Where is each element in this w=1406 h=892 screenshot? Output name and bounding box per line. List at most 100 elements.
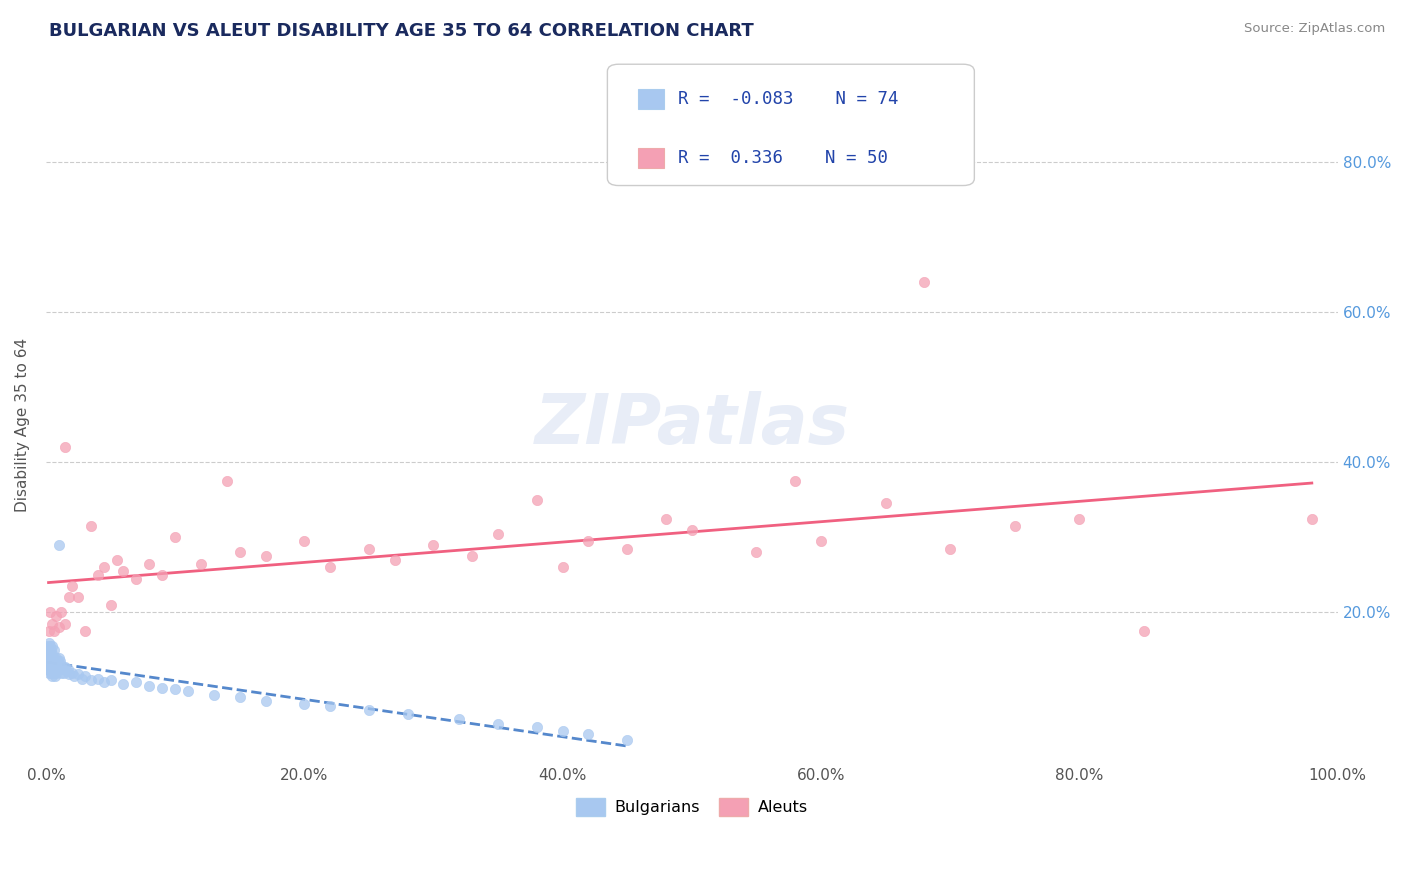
Point: [39, 643, 62, 657]
Point: [93, 560, 115, 574]
Point: [616, 541, 638, 556]
Point: [41, 654, 63, 668]
Point: [63, 669, 86, 683]
Point: [67, 667, 90, 681]
Point: [42, 665, 65, 680]
Point: [45, 650, 67, 665]
Point: [55, 664, 77, 678]
Point: [48, 620, 70, 634]
Point: [254, 549, 277, 563]
Point: [810, 534, 832, 549]
Text: R =  -0.083    N = 74: R = -0.083 N = 74: [678, 90, 898, 108]
Point: [58, 667, 80, 681]
Point: [319, 699, 342, 714]
Point: [112, 677, 135, 691]
Y-axis label: Disability Age 35 to 64: Disability Age 35 to 64: [15, 337, 30, 512]
Point: [745, 545, 768, 559]
Point: [551, 560, 574, 574]
Point: [681, 523, 703, 537]
Point: [49, 654, 72, 668]
Point: [45, 609, 67, 624]
Point: [53, 665, 76, 680]
Point: [254, 694, 277, 708]
Point: [138, 557, 160, 571]
Point: [578, 534, 600, 549]
Point: [486, 526, 509, 541]
Point: [138, 679, 160, 693]
Point: [86, 672, 108, 686]
Point: [655, 511, 678, 525]
Point: [100, 598, 122, 612]
Point: [53, 659, 76, 673]
Point: [42, 650, 65, 665]
Point: [67, 591, 90, 605]
Text: R =  0.336    N = 50: R = 0.336 N = 50: [678, 149, 887, 167]
Point: [44, 669, 66, 683]
Point: [37, 662, 59, 676]
Point: [228, 545, 250, 559]
Point: [60, 665, 83, 680]
Point: [39, 658, 62, 673]
Point: [125, 674, 148, 689]
Point: [912, 275, 935, 289]
Point: [202, 688, 225, 702]
Point: [38, 624, 60, 639]
Point: [112, 564, 135, 578]
Point: [80, 519, 103, 533]
Point: [292, 697, 315, 711]
Text: ZIPatlas: ZIPatlas: [534, 391, 849, 458]
Point: [48, 538, 70, 552]
Point: [526, 492, 548, 507]
Point: [39, 665, 62, 680]
Point: [422, 538, 444, 552]
Point: [80, 673, 103, 687]
Point: [42, 624, 65, 639]
Point: [150, 567, 173, 582]
Point: [41, 662, 63, 676]
Point: [165, 682, 187, 697]
Point: [73, 669, 96, 683]
Point: [70, 672, 93, 686]
Text: BULGARIAN VS ALEUT DISABILITY AGE 35 TO 64 CORRELATION CHART: BULGARIAN VS ALEUT DISABILITY AGE 35 TO …: [49, 22, 754, 40]
Point: [51, 658, 73, 673]
Point: [357, 703, 380, 717]
Point: [1069, 511, 1091, 525]
Point: [1301, 511, 1323, 525]
Point: [93, 674, 115, 689]
Point: [526, 720, 548, 734]
Point: [616, 733, 638, 747]
Point: [38, 665, 60, 680]
Point: [38, 643, 60, 657]
Point: [38, 647, 60, 661]
Point: [86, 567, 108, 582]
Point: [41, 616, 63, 631]
Point: [486, 716, 509, 731]
Point: [46, 662, 69, 676]
Point: [51, 665, 73, 680]
Point: [190, 557, 212, 571]
Point: [396, 706, 419, 721]
Legend: Bulgarians, Aleuts: Bulgarians, Aleuts: [569, 791, 814, 822]
Point: [56, 662, 79, 676]
Point: [785, 474, 807, 488]
Point: [228, 690, 250, 704]
Point: [45, 665, 67, 680]
Point: [38, 635, 60, 649]
Point: [60, 579, 83, 593]
Point: [38, 658, 60, 673]
Point: [46, 654, 69, 668]
Point: [41, 640, 63, 654]
Point: [37, 640, 59, 654]
Point: [177, 684, 200, 698]
Point: [150, 681, 173, 695]
Point: [875, 496, 897, 510]
Point: [165, 530, 187, 544]
Point: [578, 727, 600, 741]
Point: [73, 624, 96, 639]
Point: [357, 541, 380, 556]
Point: [38, 650, 60, 665]
Point: [53, 440, 76, 454]
Point: [37, 647, 59, 661]
Point: [42, 658, 65, 673]
Point: [1133, 624, 1156, 639]
